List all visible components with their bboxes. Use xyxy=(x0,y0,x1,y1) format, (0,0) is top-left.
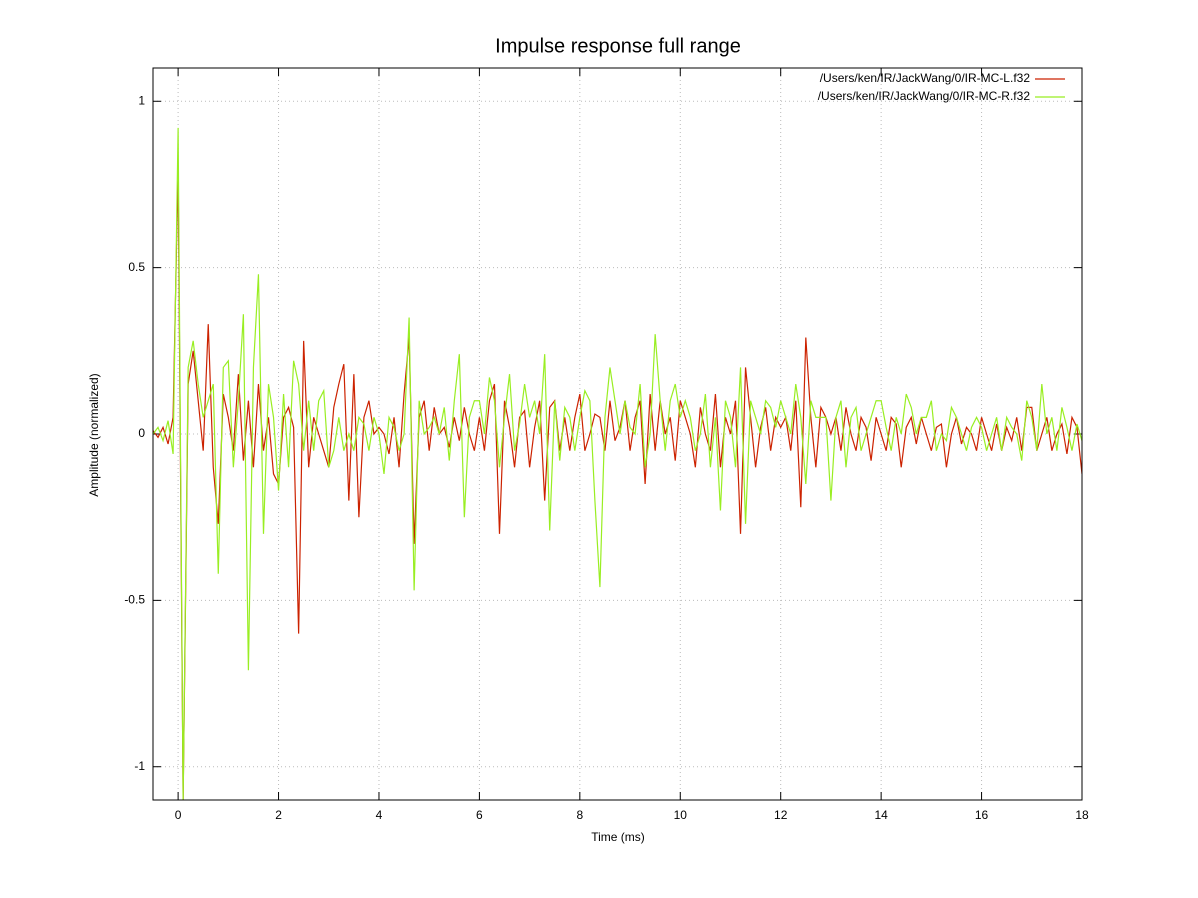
x-tick-label: 10 xyxy=(674,808,688,822)
legend-label: /Users/ken/IR/JackWang/0/IR-MC-L.f32 xyxy=(820,71,1031,85)
x-tick-label: 18 xyxy=(1075,808,1089,822)
x-tick-label: 14 xyxy=(874,808,888,822)
legend-label: /Users/ken/IR/JackWang/0/IR-MC-R.f32 xyxy=(818,89,1031,103)
y-axis-label: Amplitude (normalized) xyxy=(87,373,101,496)
chart-title: Impulse response full range xyxy=(495,35,741,57)
x-tick-label: 16 xyxy=(975,808,989,822)
data-line xyxy=(153,127,1082,800)
x-tick-label: 12 xyxy=(774,808,788,822)
y-tick-label: 0.5 xyxy=(128,260,145,274)
y-tick-label: 0 xyxy=(138,426,145,440)
y-tick-label: -0.5 xyxy=(124,593,145,607)
y-tick-label: 1 xyxy=(138,93,145,107)
data-line xyxy=(153,167,1082,800)
y-tick-label: -1 xyxy=(134,759,145,773)
x-tick-label: 8 xyxy=(576,808,583,822)
x-tick-label: 2 xyxy=(275,808,282,822)
x-tick-label: 6 xyxy=(476,808,483,822)
x-tick-label: 4 xyxy=(376,808,383,822)
plot-border xyxy=(152,67,1083,801)
x-axis-label: Time (ms) xyxy=(591,830,645,844)
x-tick-label: 0 xyxy=(175,808,182,822)
